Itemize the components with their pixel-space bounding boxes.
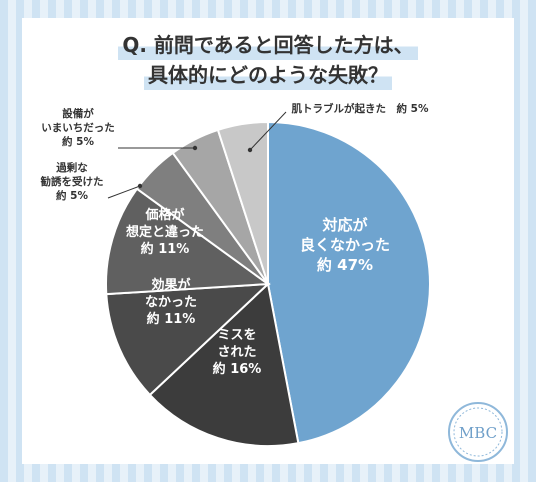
slice-label-line: 約 5%	[56, 189, 88, 202]
leader-dot	[137, 183, 143, 189]
slice-label-line: なかった	[145, 295, 197, 310]
slice-label-line: 約 11%	[147, 311, 196, 327]
slice-label-line: された	[217, 345, 256, 360]
slice-label: 設備がいまいちだった約 5%	[41, 107, 115, 148]
slice-label-line: 約 47%	[317, 256, 373, 274]
slice-label-line: 設備が	[62, 107, 94, 120]
slice-label-line: 過剰な	[55, 161, 88, 174]
slice-label-line: 良くなかった	[300, 236, 390, 254]
slice-label: 過剰な勧誘を受けた約 5%	[41, 161, 104, 202]
leader-line	[107, 185, 141, 199]
slice-label-line: 肌トラブルが起きた 約 5%	[292, 102, 429, 115]
slice-label-line: ミスを	[217, 328, 256, 343]
slice-label: 肌トラブルが起きた 約 5%	[292, 102, 429, 115]
mbc-logo: MBC	[448, 402, 508, 462]
slice-label: 価格が想定と違った約 11%	[126, 207, 204, 257]
slice-label-line: 価格が	[144, 207, 184, 223]
slice-label: ミスをされた約 16%	[213, 328, 262, 377]
slice-label-line: 約 16%	[213, 361, 262, 377]
slice-label-line: 想定と違った	[126, 224, 204, 240]
slice-label-line: 効果が	[151, 277, 190, 293]
title-line-2: 具体的にどのような失敗？	[144, 60, 392, 90]
slice-label-line: 約 5%	[62, 135, 94, 148]
leader-dot	[247, 147, 253, 153]
slice-label-line: 対応が	[321, 216, 368, 234]
logo-text: MBC	[459, 424, 497, 442]
pie-slice	[267, 120, 431, 445]
slice-label-line: 約 11%	[141, 241, 190, 257]
pie-slice	[216, 120, 269, 285]
pie-slice	[105, 187, 271, 296]
pie-slice	[148, 282, 300, 448]
slice-label-line: いまいちだった	[41, 122, 115, 134]
slice-label: 対応が良くなかった約 47%	[300, 216, 390, 274]
pie-slice	[105, 282, 271, 397]
chart-title: Q. 前問であると回答した方は、 具体的にどのような失敗？	[22, 30, 514, 90]
slice-label: 効果がなかった約 11%	[145, 277, 197, 327]
slice-label-line: 勧誘を受けた	[41, 175, 104, 188]
leader-line	[249, 111, 287, 151]
leader-dot	[192, 145, 198, 151]
title-line-1: Q. 前問であると回答した方は、	[118, 30, 418, 60]
